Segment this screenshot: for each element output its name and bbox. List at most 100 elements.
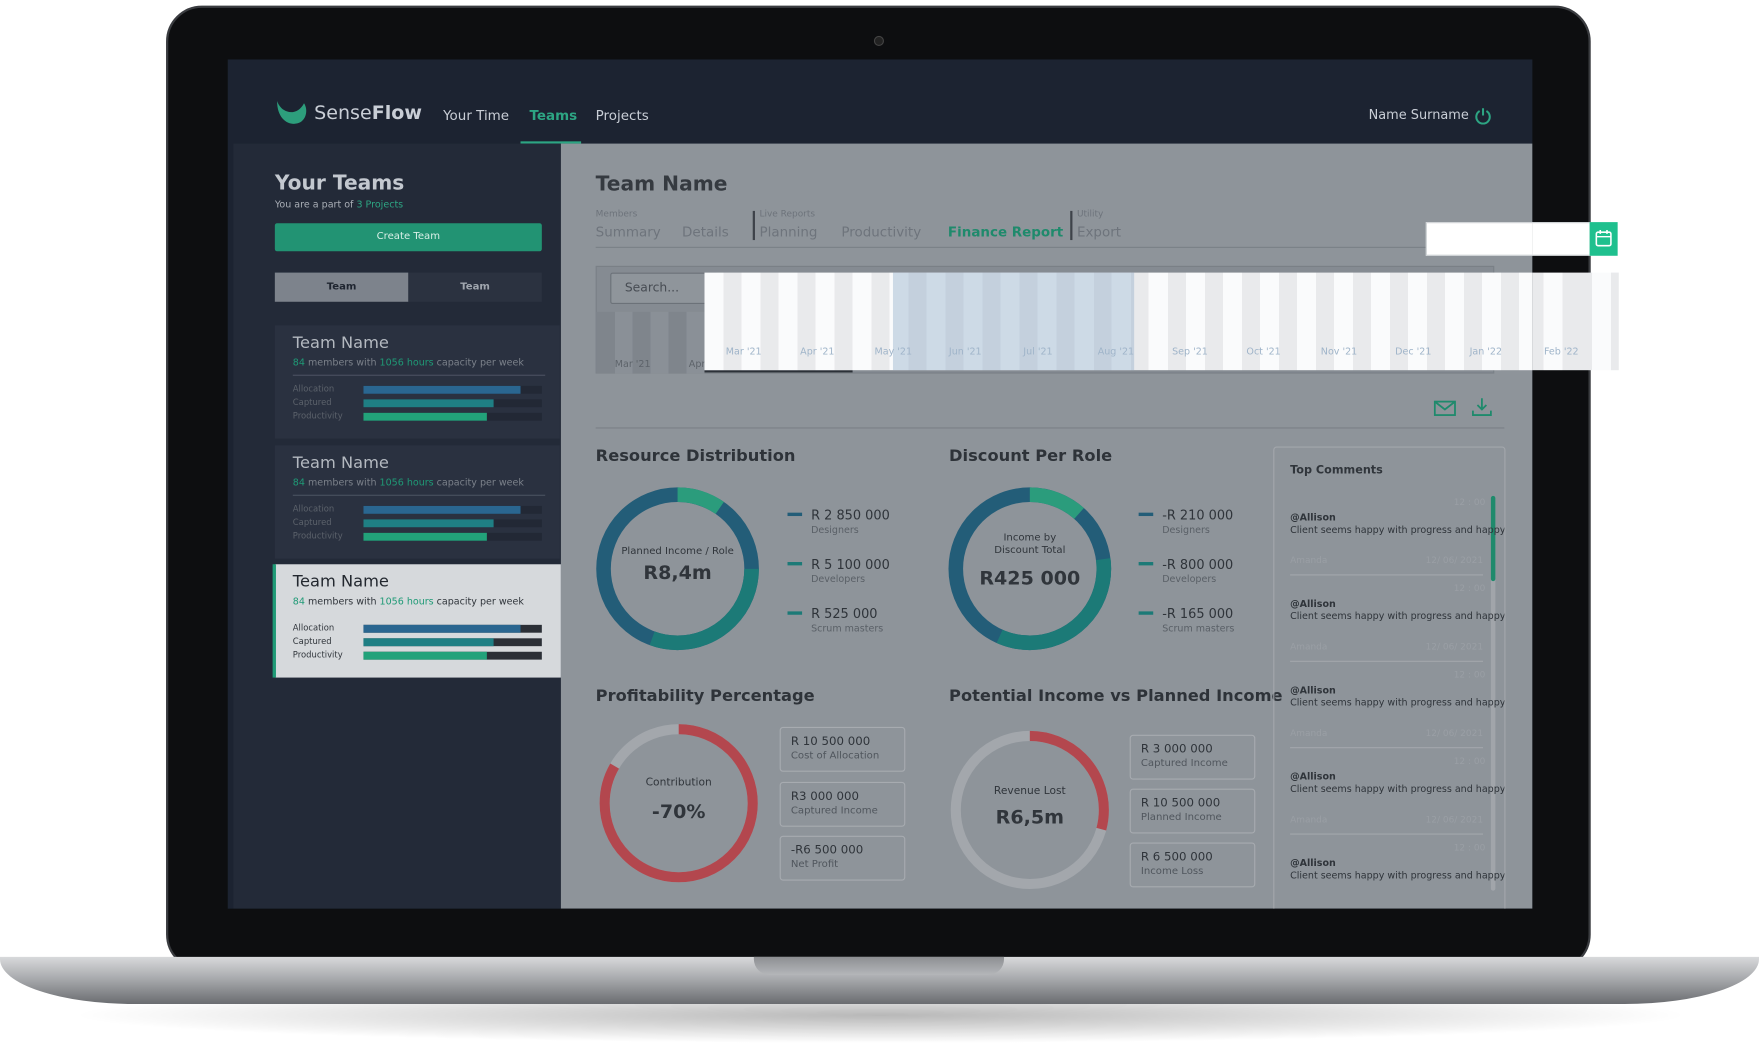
base-notch <box>753 956 1005 975</box>
summary-box: R 6 500 000 Income Loss <box>1129 842 1256 888</box>
month-label: Jul '21 <box>1023 346 1053 358</box>
month-label: Feb '22 <box>1543 346 1579 358</box>
team-card[interactable]: Team Name 84 members with 1056 hours capa… <box>274 444 560 559</box>
month-label: Jun '21 <box>948 346 982 358</box>
sidebar-subtitle: You are a part of 3 Projects <box>275 200 403 211</box>
donut <box>596 487 759 651</box>
capacity-members: 84 <box>292 596 305 609</box>
month-picker <box>704 272 1533 371</box>
legend-dash <box>787 562 803 566</box>
tab-active[interactable]: Finance Report <box>947 224 1064 241</box>
month-label: Aug '21 <box>1097 346 1135 358</box>
comment-divider <box>1290 833 1484 835</box>
power-icon[interactable] <box>1474 107 1492 125</box>
sidebar-title: Your Teams <box>274 171 405 196</box>
box-value: R 10 500 000 <box>1140 796 1221 810</box>
camera <box>873 35 884 46</box>
card-divider <box>292 374 546 376</box>
comment-text: @Allison Client seems happy with progres… <box>1290 599 1504 623</box>
legend-label: Developers <box>811 574 866 586</box>
box-label: Net Profit <box>790 859 839 871</box>
nav-item-active[interactable]: Teams <box>529 107 578 124</box>
nav-item[interactable]: Your Time <box>443 107 510 124</box>
subtitle-link[interactable]: 3 Projects <box>356 199 404 211</box>
donut-label: Contribution <box>645 776 712 789</box>
toggle-option[interactable]: Team <box>408 272 542 302</box>
month-label: Apr '21 <box>800 346 835 358</box>
download-icon[interactable] <box>1472 397 1492 417</box>
legend-dash <box>1138 611 1154 615</box>
logo: SenseFlow <box>314 102 422 124</box>
metric-label: Allocation <box>292 383 335 394</box>
chart-title: Discount Per Role <box>949 447 1113 466</box>
nav-underline <box>520 141 582 144</box>
box-label: Income Loss <box>1140 866 1204 878</box>
team-name: Team Name <box>292 573 389 592</box>
subtitle-text: You are a part of <box>274 199 354 211</box>
search-input[interactable]: Search... <box>610 272 718 305</box>
logo-light: Sense <box>314 102 372 125</box>
month-label: Jan '22 <box>1469 346 1503 358</box>
donut-value: R6,5m <box>995 806 1064 830</box>
team-name: Team Name <box>292 334 389 353</box>
comment-time: 12 : 00 <box>1453 756 1486 767</box>
chart-title: Resource Distribution <box>595 447 796 466</box>
comment-text: @Allison Client seems happy with progres… <box>1290 513 1504 537</box>
legend-value: -R 210 000 <box>1162 507 1234 523</box>
timeline-columns <box>596 311 705 374</box>
month-label: Mar '21 <box>725 346 762 358</box>
team-card[interactable]: Team Name 84 members with 1056 hours capa… <box>274 325 560 439</box>
tab-group-label: Live Reports <box>759 208 816 219</box>
legend-value: -R 165 000 <box>1162 605 1234 622</box>
legend-value: R 2 850 000 <box>811 507 890 523</box>
box-label: Planned Income <box>1140 812 1222 824</box>
tab[interactable]: Planning <box>759 224 818 241</box>
nav-item[interactable]: Projects <box>595 107 649 124</box>
capacity-members: 84 <box>292 477 305 489</box>
comment-date: 12/ 06/ 2021 <box>1425 555 1484 566</box>
date-input-overflow <box>1532 222 1591 256</box>
scrollbar[interactable] <box>1490 495 1496 891</box>
date-input[interactable] <box>1425 222 1533 256</box>
capacity-hours-text: capacity per week <box>436 596 524 609</box>
box-value: R 3 000 000 <box>1140 742 1213 757</box>
comment-body: Client seems happy with progress and hap… <box>1290 697 1506 709</box>
capacity-members-text: members with <box>307 477 377 489</box>
team-card-selected[interactable]: Team Name 84 members with 1056 hours capa… <box>272 564 561 678</box>
comment-body: Client seems happy with progress and hap… <box>1290 869 1506 882</box>
comment-author: Amanda <box>1290 641 1328 652</box>
comment-author: Amanda <box>1290 814 1328 825</box>
capacity-hours: 1056 hours <box>379 477 434 489</box>
box-label: Cost of Allocation <box>790 750 880 762</box>
donut-value: R425 000 <box>979 567 1081 591</box>
tab-group-label: Utility <box>1076 208 1104 219</box>
capacity-hours-text: capacity per week <box>436 357 524 370</box>
team-name: Team Name <box>292 453 389 472</box>
user-name[interactable]: Name Surname <box>1368 106 1469 123</box>
donut-label: Planned Income / Role <box>621 546 734 558</box>
box-value: R3 000 000 <box>790 789 860 803</box>
donut-value: R8,4m <box>643 562 712 585</box>
scrollbar-thumb[interactable] <box>1490 495 1496 582</box>
mail-icon[interactable] <box>1433 399 1456 417</box>
timeline-month: Mar '21 <box>614 358 651 371</box>
month-label: Sep '21 <box>1172 346 1208 358</box>
summary-box: R 3 000 000 Captured Income <box>1129 734 1256 780</box>
selected-range[interactable] <box>892 272 1135 371</box>
team-capacity: 84 members with 1056 hours capacity per … <box>293 358 524 369</box>
tab[interactable]: Details <box>682 224 729 241</box>
metric-bar <box>363 651 487 660</box>
create-team-button[interactable]: Create Team <box>274 223 542 252</box>
legend-label: Scrum masters <box>811 623 884 635</box>
comment-date: 12/ 06/ 2021 <box>1425 728 1484 739</box>
tab[interactable]: Summary <box>595 224 661 241</box>
tab[interactable]: Productivity <box>841 224 922 241</box>
month-label: Dec '21 <box>1395 346 1432 358</box>
comment-time: 12 : 00 <box>1453 669 1486 680</box>
tab[interactable]: Export <box>1076 224 1122 241</box>
summary-box: R3 000 000 Captured Income <box>779 781 906 827</box>
toggle-option-active[interactable]: Team <box>274 272 409 302</box>
donut-label: Revenue Lost <box>993 785 1066 798</box>
